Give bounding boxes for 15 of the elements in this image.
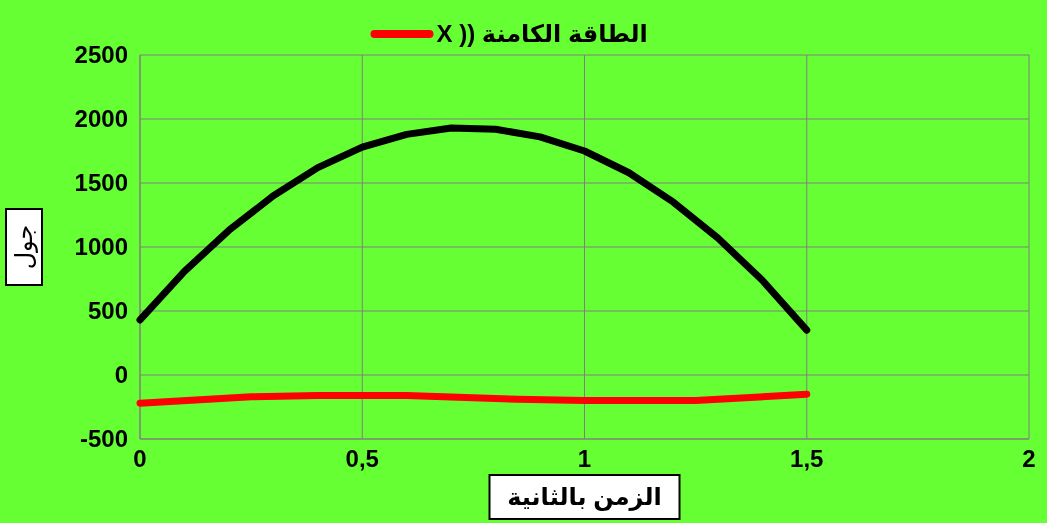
y-tick-label: 2000 bbox=[74, 105, 128, 133]
y-axis-title: جول bbox=[10, 224, 39, 270]
legend-label: الطاقة الكامنة (( X bbox=[436, 20, 648, 48]
y-tick-label: 1000 bbox=[74, 233, 128, 261]
x-tick-label: 0 bbox=[133, 445, 147, 472]
y-tick-label: 1500 bbox=[74, 169, 128, 197]
x-axis-title: الزمن بالثانية bbox=[507, 483, 662, 512]
y-tick-label: 2500 bbox=[74, 41, 128, 69]
y-tick-label: 0 bbox=[114, 361, 128, 389]
x-tick-label: 2 bbox=[1022, 445, 1036, 472]
y-tick-label: 500 bbox=[87, 297, 128, 325]
y-tick-label: -500 bbox=[79, 425, 128, 453]
x-tick-label: 0,5 bbox=[345, 445, 379, 472]
x-tick-label: 1 bbox=[577, 445, 592, 472]
x-tick-label: 1,5 bbox=[790, 445, 824, 472]
